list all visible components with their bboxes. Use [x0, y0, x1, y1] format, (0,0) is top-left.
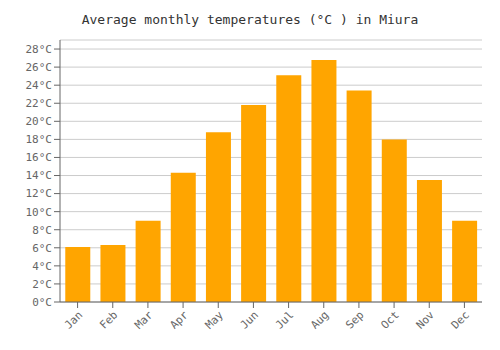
svg-text:8°C: 8°C: [32, 224, 52, 237]
svg-text:Aug: Aug: [308, 308, 331, 331]
svg-text:0°C: 0°C: [32, 296, 52, 309]
svg-text:6°C: 6°C: [32, 242, 52, 255]
svg-text:24°C: 24°C: [26, 79, 53, 92]
svg-text:Jan: Jan: [62, 308, 85, 331]
svg-text:4°C: 4°C: [32, 260, 52, 273]
svg-text:Dec: Dec: [449, 308, 472, 331]
svg-text:Nov: Nov: [414, 308, 438, 332]
svg-text:16°C: 16°C: [26, 151, 53, 164]
svg-text:18°C: 18°C: [26, 133, 53, 146]
svg-text:Jun: Jun: [238, 308, 261, 331]
svg-text:2°C: 2°C: [32, 278, 52, 291]
svg-text:14°C: 14°C: [26, 169, 53, 182]
svg-text:26°C: 26°C: [26, 61, 53, 74]
svg-text:Mar: Mar: [132, 308, 156, 332]
svg-text:Jul: Jul: [273, 308, 296, 331]
svg-text:Feb: Feb: [97, 308, 120, 331]
svg-text:May: May: [203, 308, 227, 332]
svg-text:Sep: Sep: [343, 308, 366, 331]
svg-text:12°C: 12°C: [26, 187, 53, 200]
svg-text:22°C: 22°C: [26, 97, 53, 110]
svg-text:28°C: 28°C: [26, 43, 53, 56]
svg-text:20°C: 20°C: [26, 115, 53, 128]
svg-text:10°C: 10°C: [26, 206, 53, 219]
svg-text:Oct: Oct: [378, 308, 401, 331]
svg-text:Apr: Apr: [167, 308, 191, 332]
html-text:Average monthly temperatures (: Average monthly temperatures (°C ) in Mi…: [81, 12, 419, 27]
